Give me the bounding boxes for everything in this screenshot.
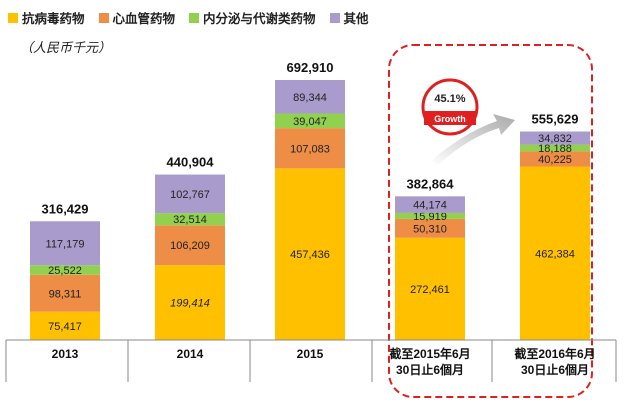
legend-item-other: 其他: [329, 8, 369, 27]
bar-segment-other-2: [275, 80, 345, 114]
data-label-endocrine-1: 32,514: [173, 214, 207, 226]
bar-segment-cardiovascular-4: [520, 151, 590, 167]
bars-group: 75,417 98,311 25,522 117,179 316,429 199,414 1…: [30, 60, 590, 340]
x-tick-label-2-0: 2015: [297, 347, 324, 361]
x-tick-label-1-0: 2014: [177, 347, 204, 361]
x-tick-label-4-0: 截至2016年6月: [514, 346, 595, 361]
bar-segment-other-1: [155, 174, 225, 214]
data-label-antiviral-3: 272,461: [410, 284, 450, 296]
total-label-3: 382,864: [407, 176, 455, 191]
legend: 抗病毒药物 心血管药物 内分泌与代谢类药物 其他: [8, 8, 369, 27]
legend-label-endocrine: 内分泌与代谢类药物: [203, 12, 316, 26]
data-label-endocrine-4: 18,188: [538, 143, 572, 155]
bar-segment-antiviral-2: [275, 168, 345, 340]
bar-segment-endocrine-0: [30, 265, 100, 275]
bar-segment-endocrine-2: [275, 113, 345, 129]
bar-segment-other-4: [520, 131, 590, 145]
bar-segment-endocrine-3: [395, 212, 465, 219]
total-label-0: 316,429: [42, 201, 89, 216]
x-tick-label-4-1: 30日止6個月: [521, 362, 589, 377]
unit-label: （人民币千元）: [20, 40, 112, 55]
legend-item-endocrine: 内分泌与代谢类药物: [189, 8, 316, 27]
total-label-2: 692,910: [287, 60, 334, 75]
data-label-antiviral-4: 462,384: [535, 248, 575, 260]
total-label-4: 555,629: [532, 112, 579, 127]
bar-segment-cardiovascular-1: [155, 225, 225, 266]
data-label-cardiovascular-4: 40,225: [538, 154, 572, 166]
growth-badge: [421, 78, 479, 136]
data-label-endocrine-0: 25,522: [48, 265, 82, 277]
total-label-1: 440,904: [167, 155, 215, 170]
legend-item-cardiovascular: 心血管药物: [98, 8, 176, 27]
data-label-endocrine-2: 39,047: [293, 116, 327, 128]
data-label-antiviral-2: 457,436: [290, 249, 330, 261]
bar-segment-cardiovascular-3: [395, 218, 465, 238]
growth-arrow: [432, 114, 515, 166]
bar-segment-endocrine-4: [520, 144, 590, 152]
bar-segment-antiviral-3: [395, 237, 465, 340]
bar-segment-cardiovascular-2: [275, 128, 345, 169]
data-label-antiviral-0: 75,417: [48, 321, 82, 333]
legend-label-other: 其他: [343, 12, 369, 26]
legend-swatch-other: [329, 12, 340, 23]
bar-segment-other-0: [30, 221, 100, 266]
data-label-other-2: 89,344: [293, 92, 327, 104]
bar-segment-antiviral-4: [520, 166, 590, 340]
x-tick-group: 2013 2014 2015 截至2015年6月30日止6個月截至2016年6月30日…: [5, 340, 617, 382]
bar-segment-antiviral-1: [155, 265, 225, 340]
data-label-cardiovascular-2: 107,083: [290, 143, 330, 155]
data-label-other-1: 102,767: [170, 189, 210, 201]
legend-swatch-endocrine: [189, 12, 200, 23]
bar-segment-other-3: [395, 196, 465, 213]
data-label-cardiovascular-3: 50,310: [413, 223, 447, 235]
legend-swatch-antiviral: [8, 12, 18, 23]
bar-segment-endocrine-1: [155, 213, 225, 226]
data-label-other-4: 34,832: [538, 133, 572, 145]
legend-swatch-cardiovascular: [98, 12, 109, 23]
x-tick-label-0-0: 2013: [52, 347, 79, 361]
legend-label-cardiovascular: 心血管药物: [112, 12, 176, 26]
growth-label: Growth: [434, 114, 466, 124]
highlight-box: [388, 44, 593, 398]
data-label-cardiovascular-0: 98,311: [49, 288, 82, 300]
growth-value: 45.1%: [434, 93, 465, 105]
legend-item-antiviral: 抗病毒药物: [8, 8, 85, 27]
bar-segment-antiviral-0: [30, 311, 100, 340]
x-tick-label-3-1: 30日止6個月: [396, 362, 464, 377]
data-label-endocrine-3: 15,919: [413, 211, 447, 223]
growth-badge-band: [424, 111, 476, 125]
data-label-antiviral-1: 199,414: [170, 298, 210, 310]
bar-segment-cardiovascular-0: [30, 274, 100, 312]
data-label-other-3: 44,174: [413, 200, 447, 212]
legend-label-antiviral: 抗病毒药物: [22, 12, 85, 26]
x-tick-label-3-0: 截至2015年6月: [389, 346, 470, 361]
data-label-cardiovascular-1: 106,209: [170, 240, 210, 252]
data-label-other-0: 117,179: [46, 238, 85, 250]
